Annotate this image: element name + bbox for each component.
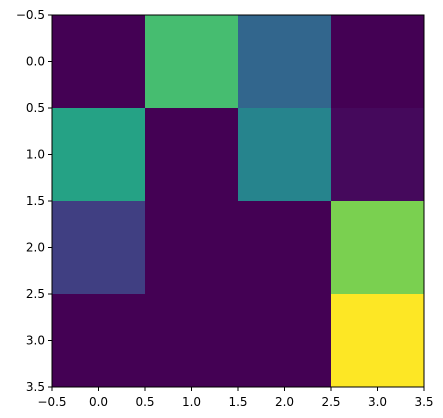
x-tick-label: 2.5	[321, 395, 340, 409]
heatmap-cell-r1-c2	[238, 108, 332, 202]
heatmap-cell-r1-c3	[331, 108, 425, 202]
y-tick-label: 3.0	[26, 334, 45, 348]
heatmap-cell-r2-c3	[331, 201, 425, 295]
y-tick-label: 3.5	[26, 380, 45, 394]
heatmap-cell-r0-c2	[238, 15, 332, 109]
y-tick-label: 1.5	[26, 194, 45, 208]
y-tick-label: 2.0	[26, 241, 45, 255]
heatmap-cell-r1-c1	[145, 108, 239, 202]
x-tick-label: 1.5	[228, 395, 247, 409]
x-tick-label: −0.5	[37, 395, 66, 409]
heatmap-cell-r3-c0	[52, 294, 146, 388]
x-tick-label: 0.0	[89, 395, 108, 409]
heatmap-cell-r0-c0	[52, 15, 146, 109]
y-tick-label: 0.0	[26, 55, 45, 69]
y-axis: −0.5 0.0 0.5 1.0 1.5 2.0 2.5 3.0 3.5	[16, 8, 52, 394]
x-tick-label: 0.5	[135, 395, 154, 409]
x-tick-label: 1.0	[182, 395, 201, 409]
x-tick-label: 3.0	[368, 395, 387, 409]
y-tick-label: −0.5	[16, 8, 45, 22]
heatmap-cell-r0-c1	[145, 15, 239, 109]
y-tick-label: 1.0	[26, 148, 45, 162]
heatmap-cell-r3-c3	[331, 294, 425, 388]
x-axis: −0.5 0.0 0.5 1.0 1.5 2.0 2.5 3.0 3.5	[37, 387, 434, 409]
x-tick-label: 2.0	[275, 395, 294, 409]
heatmap-cell-r3-c2	[238, 294, 332, 388]
heatmap-cell-r2-c0	[52, 201, 146, 295]
plot-frame	[51, 14, 425, 388]
y-tick-label: 0.5	[26, 101, 45, 115]
heatmap-cells	[52, 15, 425, 388]
heatmap-cell-r0-c3	[331, 15, 425, 109]
heatmap-cell-r3-c1	[145, 294, 239, 388]
x-tick-label: 3.5	[414, 395, 433, 409]
heatmap-cell-r2-c2	[238, 201, 332, 295]
y-tick-label: 2.5	[26, 287, 45, 301]
heatmap-cell-r2-c1	[145, 201, 239, 295]
heatmap-cell-r1-c0	[52, 108, 146, 202]
